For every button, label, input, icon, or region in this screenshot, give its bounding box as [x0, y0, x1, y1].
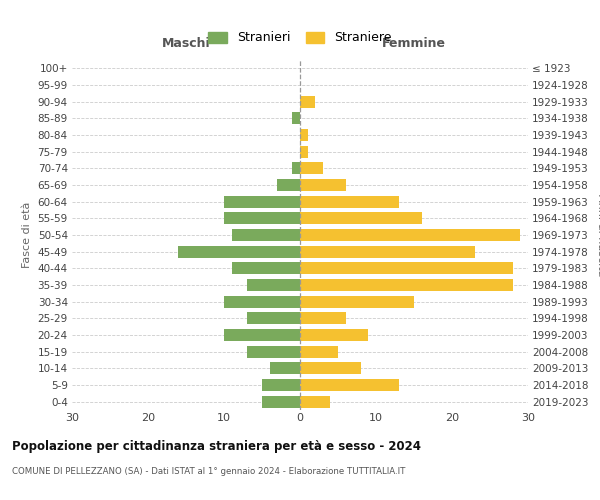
Bar	[269, 362, 300, 374]
Bar	[300, 296, 414, 308]
Bar	[262, 379, 300, 391]
Bar	[300, 362, 361, 374]
Bar	[178, 246, 300, 258]
Bar	[224, 196, 300, 207]
Bar	[300, 379, 399, 391]
Y-axis label: Anni di nascita: Anni di nascita	[596, 194, 600, 276]
Bar	[300, 329, 368, 341]
Bar	[300, 312, 346, 324]
Text: Femmine: Femmine	[382, 37, 446, 50]
Bar	[300, 279, 513, 291]
Bar	[277, 179, 300, 191]
Bar	[300, 162, 323, 174]
Bar	[300, 396, 331, 407]
Bar	[247, 279, 300, 291]
Bar	[300, 96, 315, 108]
Bar	[247, 312, 300, 324]
Bar	[300, 229, 520, 241]
Bar	[232, 262, 300, 274]
Bar	[262, 396, 300, 407]
Text: COMUNE DI PELLEZZANO (SA) - Dati ISTAT al 1° gennaio 2024 - Elaborazione TUTTITA: COMUNE DI PELLEZZANO (SA) - Dati ISTAT a…	[12, 468, 406, 476]
Bar	[300, 146, 308, 158]
Bar	[300, 129, 308, 141]
Bar	[292, 162, 300, 174]
Text: Maschi: Maschi	[161, 37, 211, 50]
Bar	[300, 179, 346, 191]
Bar	[300, 246, 475, 258]
Legend: Stranieri, Straniere: Stranieri, Straniere	[205, 28, 395, 48]
Bar	[300, 262, 513, 274]
Bar	[300, 212, 422, 224]
Bar	[224, 212, 300, 224]
Bar	[300, 196, 399, 207]
Bar	[224, 329, 300, 341]
Text: Popolazione per cittadinanza straniera per età e sesso - 2024: Popolazione per cittadinanza straniera p…	[12, 440, 421, 453]
Bar	[247, 346, 300, 358]
Bar	[224, 296, 300, 308]
Bar	[300, 346, 338, 358]
Y-axis label: Fasce di età: Fasce di età	[22, 202, 32, 268]
Bar	[232, 229, 300, 241]
Bar	[292, 112, 300, 124]
